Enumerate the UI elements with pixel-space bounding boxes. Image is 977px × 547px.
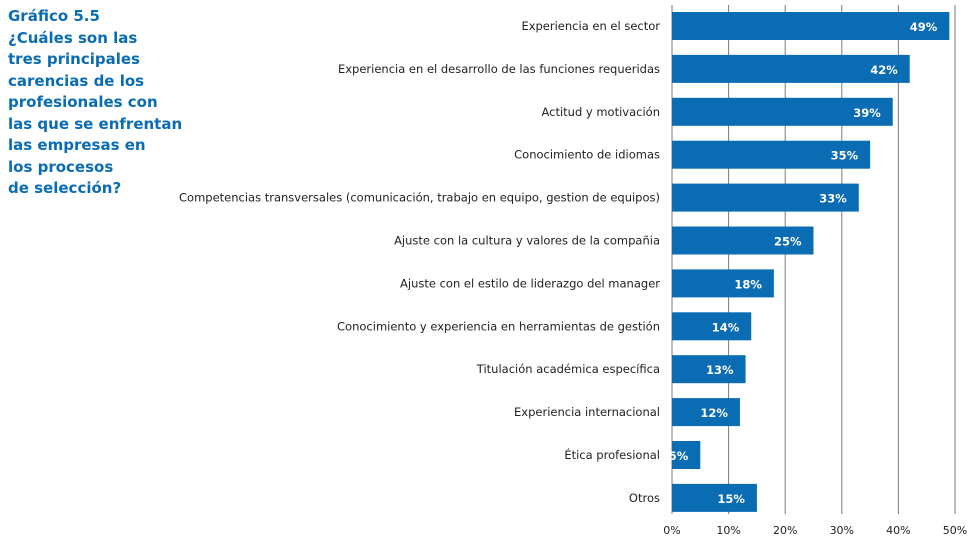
gridlines	[671, 5, 956, 514]
category-label: Otros	[629, 491, 660, 505]
bar	[672, 97, 893, 126]
x-tick-label: 40%	[886, 524, 910, 537]
title-line: de selección?	[8, 179, 122, 197]
bar	[672, 54, 910, 83]
category-label: Conocimiento de idiomas	[514, 148, 660, 162]
x-tick-label: 10%	[716, 524, 740, 537]
title-line: tres principales	[8, 50, 140, 68]
title-line: las empresas en	[8, 136, 146, 154]
chart-title: Gráfico 5.5 ¿Cuáles son las tres principal…	[8, 6, 198, 200]
data-label: 12%	[700, 406, 728, 420]
category-label: Ética profesional	[564, 447, 660, 462]
title-line: profesionales con	[8, 93, 158, 111]
category-label: Ajuste con la cultura y valores de la co…	[394, 234, 660, 248]
title-line: ¿Cuáles son las	[8, 28, 138, 47]
category-label: Actitud y motivación	[541, 105, 660, 119]
bar	[672, 183, 859, 212]
x-tick-label: 30%	[830, 524, 854, 537]
bar	[672, 398, 740, 427]
title-line: las que se enfrentan	[8, 114, 183, 133]
bar	[672, 140, 871, 169]
bar	[672, 441, 701, 469]
category-label: Titulación académica específica	[476, 362, 660, 376]
x-tick-label: 0%	[663, 524, 680, 537]
title-line: Gráfico 5.5	[8, 7, 100, 25]
title-line: los procesos	[8, 157, 114, 176]
category-label: Experiencia internacional	[514, 405, 660, 419]
category-label: Experiencia en el sector	[521, 19, 660, 33]
title-line: carencias de los	[8, 71, 145, 90]
bar	[672, 483, 757, 512]
data-label: 18%	[734, 277, 762, 291]
category-labels: Experiencia en el sector Experiencia en e…	[179, 19, 660, 505]
bar	[672, 269, 774, 298]
data-label: 25%	[774, 235, 802, 249]
data-label: 42%	[870, 63, 898, 77]
category-label: Conocimiento y experiencia en herramient…	[337, 319, 660, 333]
x-tick-label: 50%	[943, 524, 967, 537]
x-tick-label: 20%	[773, 524, 797, 537]
category-label: Competencias transversales (comunicación…	[179, 191, 660, 205]
data-label: 14%	[712, 320, 740, 334]
bar	[672, 226, 814, 255]
bar	[672, 12, 950, 40]
category-label: Experiencia en el desarrollo de las func…	[338, 62, 660, 76]
data-label: 49%	[910, 20, 938, 34]
bar	[672, 355, 746, 384]
data-label: 39%	[853, 106, 881, 120]
data-label: 15%	[717, 492, 745, 506]
x-axis-ticks: 0% 10% 20% 30% 40% 50%	[663, 524, 967, 537]
bars: 49% 42% 39% 35% 33% 25% 18% 14% 13% 12% 5% 15%	[669, 12, 950, 512]
category-label: Ajuste con el estilo de liderazgo del ma…	[400, 276, 660, 290]
data-label: 35%	[831, 149, 859, 163]
data-label: 33%	[819, 192, 847, 206]
data-label: 13%	[706, 363, 734, 377]
bar	[672, 312, 752, 341]
data-label: 5%	[669, 449, 689, 463]
